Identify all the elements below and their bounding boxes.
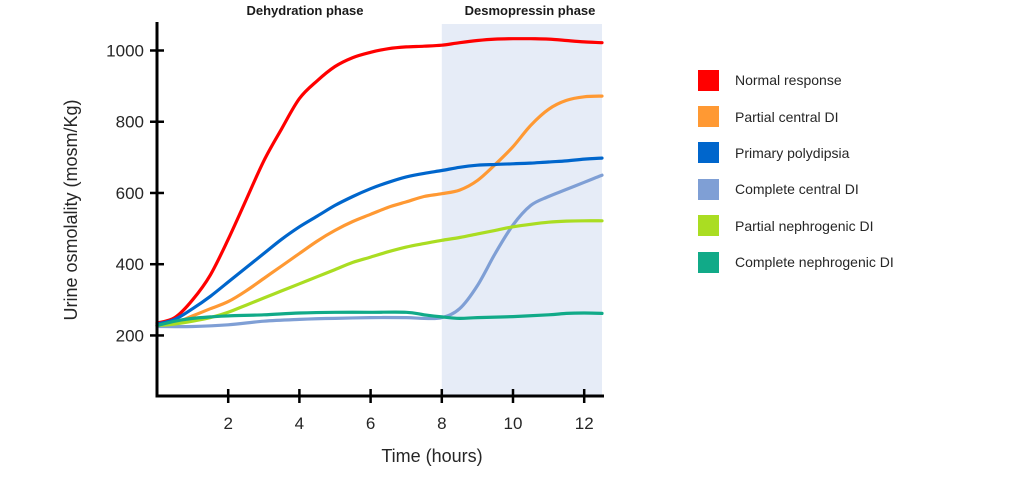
- x-tick-label: 4: [295, 414, 304, 433]
- y-tick-label: 400: [116, 255, 144, 274]
- y-tick-label: 200: [116, 326, 144, 345]
- legend-swatch: [698, 251, 719, 273]
- legend-item: Partial central DI: [698, 98, 894, 134]
- legend-item: Normal response: [698, 62, 894, 98]
- x-tick-label: 2: [223, 414, 232, 433]
- series-line-normal-response: [155, 37, 604, 325]
- series-line-partial-central-di: [155, 94, 604, 328]
- legend-item: Primary polydipsia: [698, 135, 894, 171]
- axis-ticks: 200 400 600 800 1000 2 4 6 8 10 12: [106, 41, 593, 433]
- y-axis-title: Urine osmolality (mosm/Kg): [61, 99, 81, 320]
- legend-item: Complete nephrogenic DI: [698, 244, 894, 280]
- legend-label: Normal response: [735, 72, 842, 89]
- legend-item: Partial nephrogenic DI: [698, 208, 894, 244]
- legend-label: Complete central DI: [735, 181, 859, 198]
- y-tick-label: 800: [116, 113, 144, 132]
- x-tick-label: 6: [366, 414, 375, 433]
- x-tick-label: 10: [504, 414, 523, 433]
- legend-label: Primary polydipsia: [735, 144, 850, 161]
- series-line-complete-nephrogenic-di: [155, 310, 604, 328]
- legend-label: Partial central DI: [735, 108, 839, 125]
- x-tick-label: 8: [437, 414, 446, 433]
- dehydration-phase-label: Dehydration phase: [246, 3, 363, 18]
- y-tick-label: 1000: [106, 41, 144, 60]
- series-line-partial-nephrogenic-di: [155, 219, 604, 328]
- legend-label: Partial nephrogenic DI: [735, 217, 874, 234]
- legend-swatch: [698, 69, 719, 91]
- legend-label: Complete nephrogenic DI: [735, 254, 894, 271]
- x-axis-title: Time (hours): [381, 446, 482, 466]
- legend: Normal response Partial central DI Primary…: [698, 62, 894, 280]
- series-line-primary-polydipsia: [155, 156, 604, 326]
- x-tick-label: 12: [575, 414, 594, 433]
- legend-swatch: [698, 215, 719, 237]
- desmopressin-phase-label: Desmopressin phase: [465, 3, 596, 18]
- legend-swatch: [698, 106, 719, 128]
- legend-swatch: [698, 178, 719, 200]
- y-tick-label: 600: [116, 184, 144, 203]
- legend-item: Complete central DI: [698, 171, 894, 207]
- legend-swatch: [698, 142, 719, 164]
- series-lines: [155, 37, 604, 329]
- desmopressin-phase-shading: [441, 24, 602, 396]
